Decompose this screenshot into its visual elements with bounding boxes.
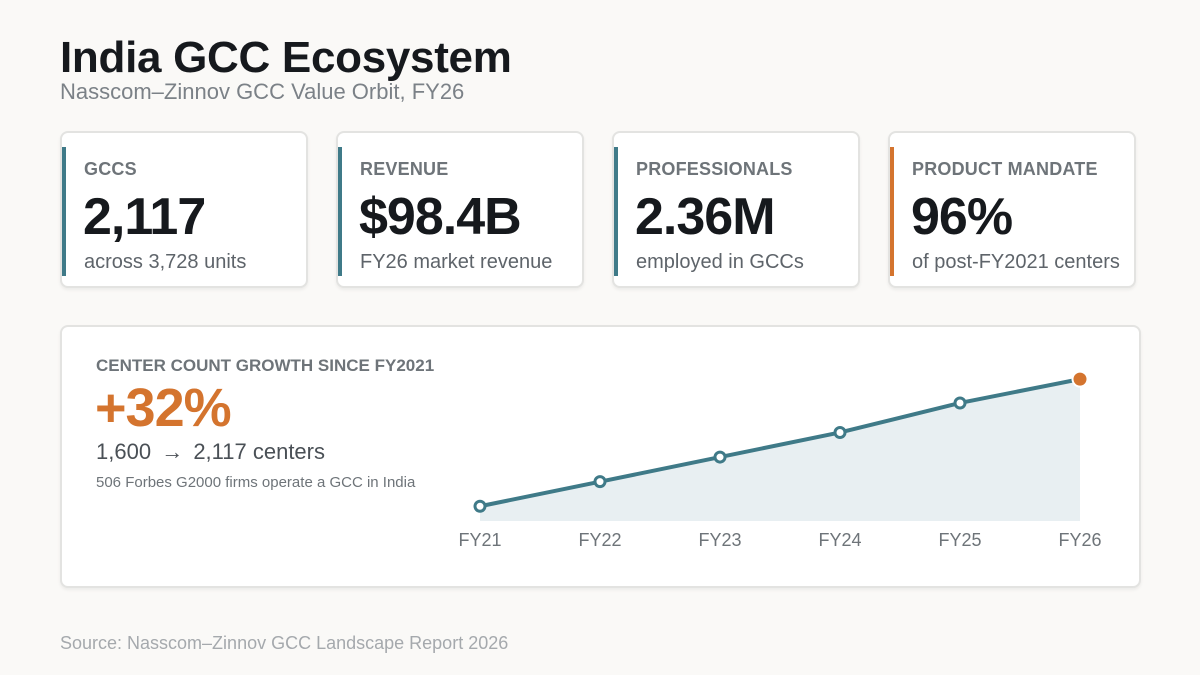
kpi-accent-bar (62, 147, 66, 276)
kpi-card-gccs: GCCS 2,117 across 3,728 units (60, 131, 308, 288)
x-tick-label: FY22 (578, 530, 621, 550)
kpi-description: FY26 market revenue (360, 251, 553, 273)
growth-label: CENTER COUNT GROWTH SINCE FY2021 (96, 356, 435, 375)
growth-from: 1,600 (96, 439, 152, 464)
x-tick-label: FY25 (938, 530, 981, 550)
kpi-card-revenue: REVENUE $98.4B FY26 market revenue (336, 131, 584, 288)
chart-point (473, 499, 487, 513)
arrow-right-icon: → (161, 439, 184, 464)
kpi-label: PROFESSIONALS (636, 159, 793, 179)
chart-point (953, 396, 967, 410)
kpi-value: 2.36M (635, 188, 776, 246)
x-tick-label: FY24 (818, 530, 861, 550)
growth-percentage: +32% (95, 378, 232, 438)
kpi-description: across 3,728 units (84, 251, 247, 273)
kpi-value: $98.4B (359, 188, 522, 246)
kpi-accent-bar (338, 147, 342, 276)
kpi-card-professionals: PROFESSIONALS 2.36M employed in GCCs (612, 131, 860, 288)
kpi-card-product-mandate: PRODUCT MANDATE 96% of post-FY2021 cente… (888, 131, 1136, 288)
kpi-label: PRODUCT MANDATE (912, 159, 1098, 179)
kpi-description: of post-FY2021 centers (912, 251, 1120, 273)
chart-area-fill (480, 379, 1080, 521)
growth-panel: CENTER COUNT GROWTH SINCE FY2021 +32% 1,… (60, 325, 1141, 588)
kpi-accent-bar (614, 147, 618, 276)
growth-note: 506 Forbes G2000 firms operate a GCC in … (96, 474, 416, 491)
page-subtitle: Nasscom–Zinnov GCC Value Orbit, FY26 (60, 79, 465, 104)
kpi-value: 96% (911, 188, 1013, 246)
kpi-label: REVENUE (360, 159, 449, 179)
x-tick-label: FY23 (698, 530, 741, 550)
kpi-label: GCCS (84, 159, 137, 179)
kpi-description: employed in GCCs (636, 251, 804, 273)
x-tick-label: FY26 (1058, 530, 1101, 550)
growth-to: 2,117 centers (193, 439, 325, 464)
growth-range: 1,600 → 2,117 centers (96, 439, 325, 465)
source-note: Source: Nasscom–Zinnov GCC Landscape Rep… (60, 633, 509, 653)
chart-series-line (478, 377, 1082, 509)
x-tick-label: FY21 (458, 530, 501, 550)
chart-point (593, 475, 607, 489)
kpi-value: 2,117 (83, 188, 206, 246)
chart-point (713, 450, 727, 464)
kpi-accent-bar (890, 147, 894, 276)
chart-point-highlight (1071, 370, 1089, 388)
chart-point (833, 425, 847, 439)
page-title: India GCC Ecosystem (60, 33, 512, 82)
growth-area-chart: FY21 FY22 FY23 FY24 FY25 FY26 (458, 370, 1102, 550)
